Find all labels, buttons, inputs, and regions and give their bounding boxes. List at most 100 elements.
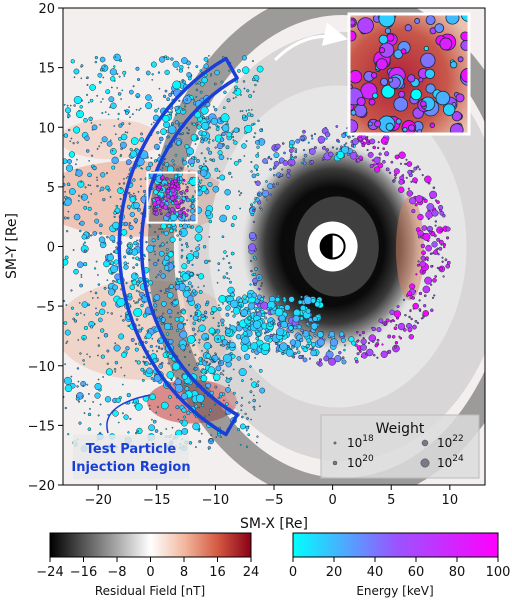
y-tick-label: −15 — [28, 419, 55, 434]
particle-point — [242, 80, 246, 83]
particle-point — [146, 329, 149, 333]
particle-point — [90, 121, 93, 124]
particle-point — [208, 362, 212, 365]
particle-point — [217, 357, 221, 361]
particle-point — [151, 337, 154, 340]
particle-point — [207, 141, 211, 144]
particle-point — [139, 107, 142, 110]
particle-point — [407, 169, 413, 175]
particle-point — [391, 335, 396, 339]
particle-point — [253, 136, 256, 139]
particle-point — [211, 306, 218, 313]
particle-point — [120, 147, 123, 151]
particle-point — [324, 131, 331, 138]
particle-point — [225, 402, 229, 406]
particle-point — [310, 160, 315, 165]
particle-point — [377, 162, 384, 169]
particle-point — [407, 187, 410, 190]
particle-point — [92, 165, 97, 171]
particle-point — [148, 408, 151, 410]
particle-point — [99, 423, 102, 426]
particle-point — [225, 205, 230, 210]
particle-point — [95, 312, 99, 316]
particle-point — [194, 333, 197, 336]
particle-point — [208, 219, 213, 224]
particle-point — [219, 372, 223, 376]
particle-point — [133, 241, 138, 246]
particle-point — [240, 396, 244, 399]
particle-point — [300, 328, 305, 333]
particle-point — [165, 194, 171, 199]
particle-point — [159, 56, 166, 63]
particle-point — [63, 216, 67, 220]
particle-point — [114, 360, 119, 365]
particle-point — [135, 401, 138, 404]
injection-label-line1: Test Particle — [86, 442, 177, 457]
particle-point — [145, 332, 152, 339]
particle-point — [200, 169, 208, 177]
particle-point — [186, 131, 189, 134]
particle-point — [136, 96, 139, 99]
colorbar-energy-label: Energy [keV] — [356, 584, 433, 598]
y-tick-label: 0 — [47, 241, 55, 256]
particle-point — [217, 324, 220, 328]
particle-point — [89, 355, 91, 358]
particle-point — [194, 304, 199, 309]
particle-point — [446, 260, 451, 265]
inset-particle-point — [349, 30, 357, 42]
particle-point — [194, 111, 202, 119]
particle-point — [79, 229, 82, 233]
colorbar-tick-label: 8 — [180, 565, 188, 580]
particle-point — [260, 128, 263, 131]
particle-point — [77, 199, 80, 202]
particle-point — [257, 287, 260, 290]
particle-point — [186, 165, 190, 168]
particle-point — [113, 65, 116, 68]
particle-point — [274, 296, 281, 303]
particle-point — [238, 190, 241, 193]
particle-point — [86, 353, 89, 356]
particle-point — [78, 109, 80, 112]
particle-point — [103, 286, 107, 290]
particle-point — [160, 361, 164, 365]
particle-point — [122, 182, 126, 185]
particle-point — [229, 324, 231, 326]
particle-point — [118, 395, 122, 400]
particle-point — [111, 165, 116, 170]
particle-point — [153, 299, 157, 302]
particle-point — [165, 56, 170, 61]
particle-point — [187, 363, 190, 366]
particle-point — [103, 241, 107, 245]
particle-point — [310, 298, 316, 304]
particle-point — [341, 356, 345, 360]
particle-point — [186, 410, 191, 415]
particle-point — [178, 124, 181, 128]
particle-point — [161, 401, 169, 410]
particle-point — [97, 336, 100, 339]
particle-point — [203, 342, 212, 350]
y-tick-label: −10 — [28, 360, 55, 375]
particle-point — [224, 412, 227, 415]
particle-point — [129, 211, 135, 218]
particle-point — [216, 281, 219, 284]
x-axis-label: SM-X [Re] — [240, 516, 308, 532]
particle-point — [433, 234, 437, 238]
particle-point — [404, 162, 407, 166]
particle-point — [149, 291, 152, 294]
particle-point — [309, 348, 312, 351]
particle-point — [151, 238, 156, 243]
particle-point — [226, 131, 232, 138]
particle-point — [195, 385, 198, 388]
inset-particle-point — [395, 118, 402, 125]
particle-point — [68, 151, 76, 158]
particle-point — [167, 251, 174, 258]
particle-point — [186, 208, 190, 212]
particle-point — [215, 365, 222, 372]
particle-point — [145, 94, 152, 101]
particle-point — [111, 149, 114, 152]
particle-point — [106, 362, 109, 365]
inset-particle-point — [388, 77, 394, 83]
particle-point — [367, 140, 370, 144]
particle-point — [168, 395, 172, 399]
particle-point — [293, 351, 297, 356]
